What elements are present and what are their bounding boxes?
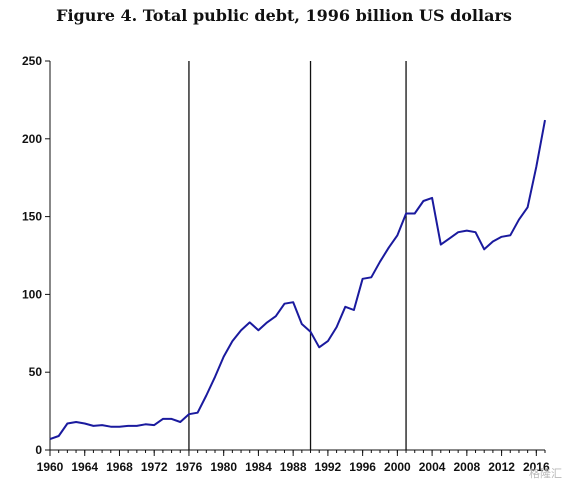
x-tick-label: 1992 [315, 460, 342, 474]
x-tick-label: 1976 [176, 460, 203, 474]
x-tick-label: 2000 [384, 460, 411, 474]
x-tick-label: 1988 [280, 460, 307, 474]
x-tick-label: 1972 [141, 460, 168, 474]
y-tick-label: 100 [22, 287, 42, 301]
y-tick-label: 200 [22, 132, 42, 146]
x-tick-label: 1968 [106, 460, 133, 474]
y-tick-label: 250 [22, 54, 42, 68]
x-tick-label: 1964 [71, 460, 98, 474]
y-tick-label: 150 [22, 210, 42, 224]
y-tick-label: 0 [35, 443, 42, 457]
series-line [49, 119, 546, 441]
x-tick-label: 1960 [37, 460, 64, 474]
x-tick-label: 1984 [245, 460, 272, 474]
x-tick-label: 1980 [210, 460, 237, 474]
x-tick-label: 2016 [523, 460, 550, 474]
x-tick-label: 2004 [419, 460, 446, 474]
x-tick-label: 2008 [453, 460, 480, 474]
x-tick-label: 1996 [349, 460, 376, 474]
x-tick-label: 2012 [488, 460, 515, 474]
watermark-text: 格隆汇 [529, 466, 562, 480]
chart-title: Figure 4. Total public debt, 1996 billio… [56, 6, 512, 25]
y-tick-label: 50 [29, 365, 43, 379]
